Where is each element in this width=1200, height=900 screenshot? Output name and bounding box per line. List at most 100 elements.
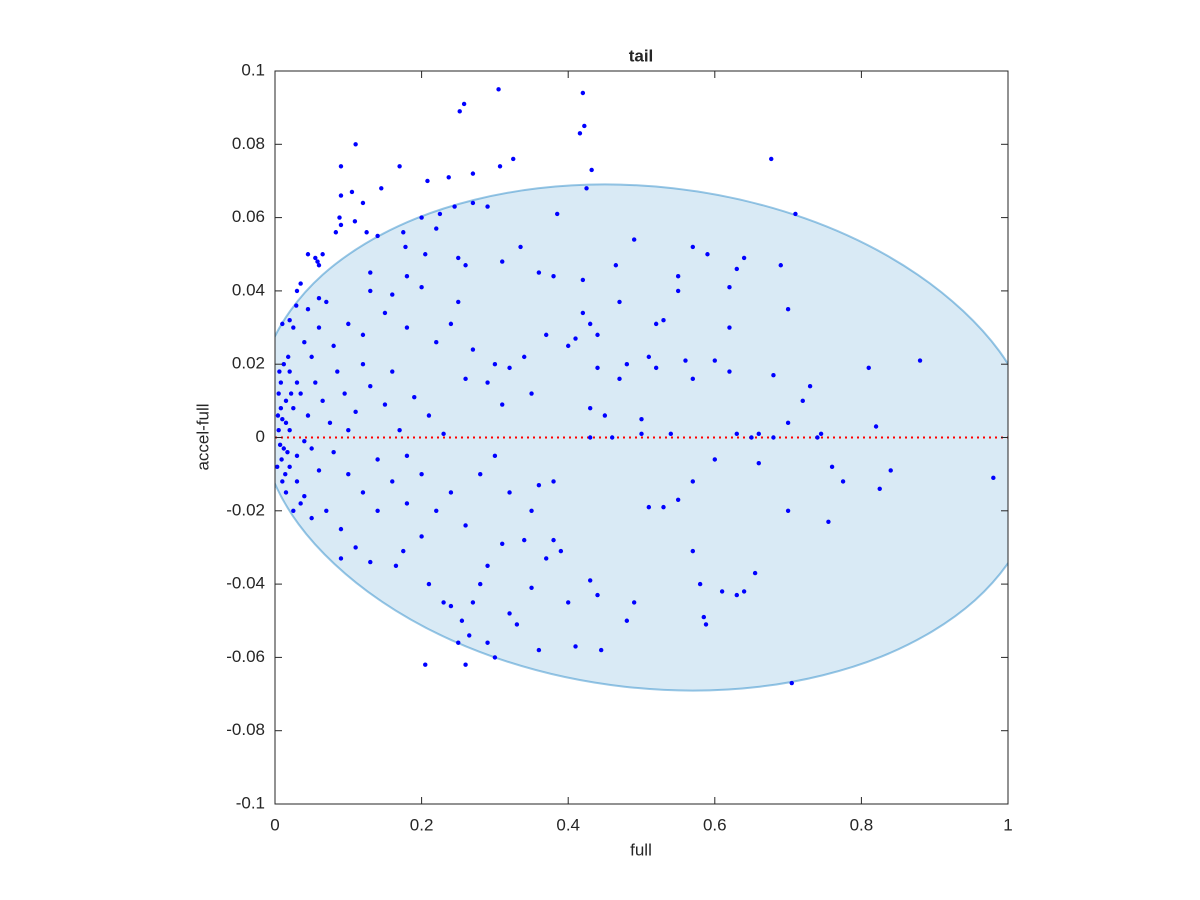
point	[573, 336, 578, 341]
point	[888, 468, 893, 473]
point	[675, 497, 681, 503]
point	[598, 647, 604, 653]
point	[587, 435, 593, 440]
point	[353, 142, 358, 147]
point	[690, 479, 696, 484]
point	[529, 508, 534, 513]
point	[280, 479, 285, 484]
point	[353, 409, 358, 415]
point	[991, 475, 996, 481]
point	[419, 285, 424, 290]
point	[544, 556, 549, 561]
point	[589, 167, 594, 173]
point	[573, 644, 578, 649]
point	[390, 369, 395, 374]
y-tick-label: -0.1	[236, 793, 265, 812]
y-tick-label: 0.02	[232, 354, 265, 373]
point	[500, 259, 505, 264]
point	[492, 655, 498, 660]
point	[309, 515, 314, 521]
point	[305, 413, 311, 418]
point	[697, 581, 703, 587]
point	[826, 519, 831, 524]
point	[382, 402, 388, 407]
y-tick-label: -0.06	[226, 647, 265, 666]
y-tick-label: 0.04	[232, 280, 265, 299]
point	[771, 435, 776, 440]
point	[360, 362, 366, 367]
point	[287, 369, 292, 374]
point	[404, 501, 410, 506]
point	[470, 200, 476, 206]
point	[276, 391, 281, 396]
point	[727, 369, 732, 374]
point	[412, 394, 417, 400]
point	[734, 266, 739, 272]
point	[277, 369, 282, 374]
point	[536, 482, 542, 488]
point	[279, 457, 284, 462]
point	[404, 453, 410, 459]
y-tick-label: -0.02	[226, 500, 265, 519]
point	[485, 204, 490, 209]
point	[456, 299, 461, 305]
point	[368, 383, 373, 389]
point	[309, 446, 314, 451]
point	[342, 391, 347, 396]
point	[485, 380, 490, 385]
point	[459, 618, 465, 623]
point	[752, 570, 758, 576]
point	[320, 252, 325, 257]
point	[316, 296, 322, 301]
point	[316, 263, 322, 268]
x-tick-label: 1	[1003, 815, 1012, 834]
point	[463, 662, 468, 667]
point	[280, 321, 285, 327]
point	[785, 508, 791, 513]
point	[441, 431, 446, 437]
point	[497, 164, 503, 169]
point	[507, 490, 512, 495]
point	[551, 537, 556, 543]
point	[324, 299, 329, 305]
point	[298, 391, 303, 396]
y-tick-label: 0.08	[232, 134, 265, 153]
point	[320, 398, 325, 404]
point	[712, 358, 717, 363]
point	[507, 365, 512, 371]
point	[397, 427, 402, 433]
point	[278, 380, 284, 385]
point	[346, 427, 351, 433]
point	[587, 578, 593, 583]
point	[840, 479, 846, 484]
point	[478, 581, 483, 587]
point	[375, 508, 380, 513]
y-tick-label: -0.04	[226, 574, 265, 593]
point	[423, 252, 428, 257]
point	[529, 391, 534, 396]
point	[360, 332, 366, 338]
point	[463, 376, 468, 382]
point	[276, 427, 281, 433]
point	[280, 416, 285, 422]
point	[690, 244, 696, 250]
point	[536, 647, 542, 653]
point	[349, 189, 355, 195]
point	[631, 237, 637, 242]
point	[734, 431, 739, 437]
point	[456, 255, 461, 261]
point	[448, 490, 454, 495]
point	[785, 307, 791, 312]
point	[346, 471, 351, 477]
point	[338, 164, 344, 169]
point	[478, 471, 483, 477]
point	[703, 622, 709, 627]
point	[668, 431, 674, 437]
point	[291, 405, 296, 411]
point	[285, 449, 290, 455]
point	[624, 362, 630, 367]
point	[683, 358, 688, 363]
point	[379, 186, 384, 191]
point	[587, 321, 593, 327]
point	[492, 453, 498, 459]
